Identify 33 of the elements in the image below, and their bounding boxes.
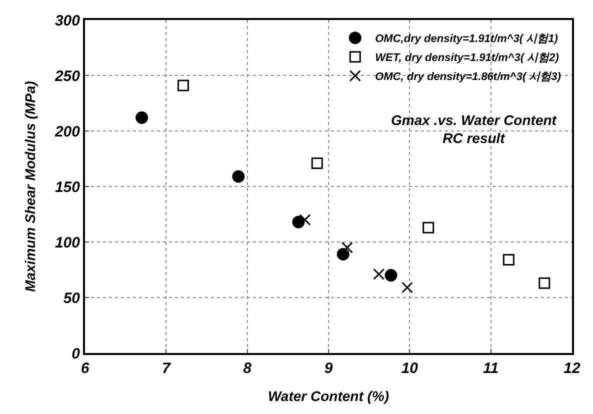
x-tick-label: 6 <box>80 360 90 377</box>
x-tick-label: 12 <box>564 360 581 377</box>
x-tick-label: 11 <box>483 360 499 377</box>
x-tick-label: 9 <box>324 360 334 377</box>
y-tick-label: 300 <box>54 12 81 30</box>
x-tick-label: 7 <box>162 360 171 377</box>
legend-label: WET, dry density=1.91t/m^3( 시험2) <box>375 52 560 64</box>
point <box>292 216 305 228</box>
point <box>373 268 385 280</box>
y-tick-label: 150 <box>54 178 81 196</box>
point <box>384 269 398 282</box>
point <box>311 157 323 169</box>
point <box>232 170 245 183</box>
point <box>336 248 350 260</box>
point <box>538 277 550 289</box>
x-tick-label: 8 <box>243 360 252 377</box>
point <box>341 242 353 254</box>
y-tick-label: 100 <box>54 234 81 252</box>
point <box>422 222 434 234</box>
point <box>401 282 413 294</box>
x-tick-label: 10 <box>401 360 419 377</box>
legend-label: OMC,dry density=1.91t/m^3( 시험1) <box>375 33 558 46</box>
point <box>177 80 189 92</box>
annotation: Gmax .vs. Water Content RC result <box>391 112 558 146</box>
y-tick-label: 200 <box>54 123 81 140</box>
point <box>502 254 514 266</box>
legend-label: OMC, dry density=1.86t/m^3( 시험3) <box>375 71 562 84</box>
y-tick-label: 0 <box>72 345 81 362</box>
x-axis-title: Water Content (%) <box>268 388 390 404</box>
y-tick-label: 250 <box>54 68 81 85</box>
point <box>136 111 148 124</box>
y-tick-label: 50 <box>63 290 81 307</box>
y-axis-title: Maximum Shear Modulus (MPa) <box>22 80 38 292</box>
